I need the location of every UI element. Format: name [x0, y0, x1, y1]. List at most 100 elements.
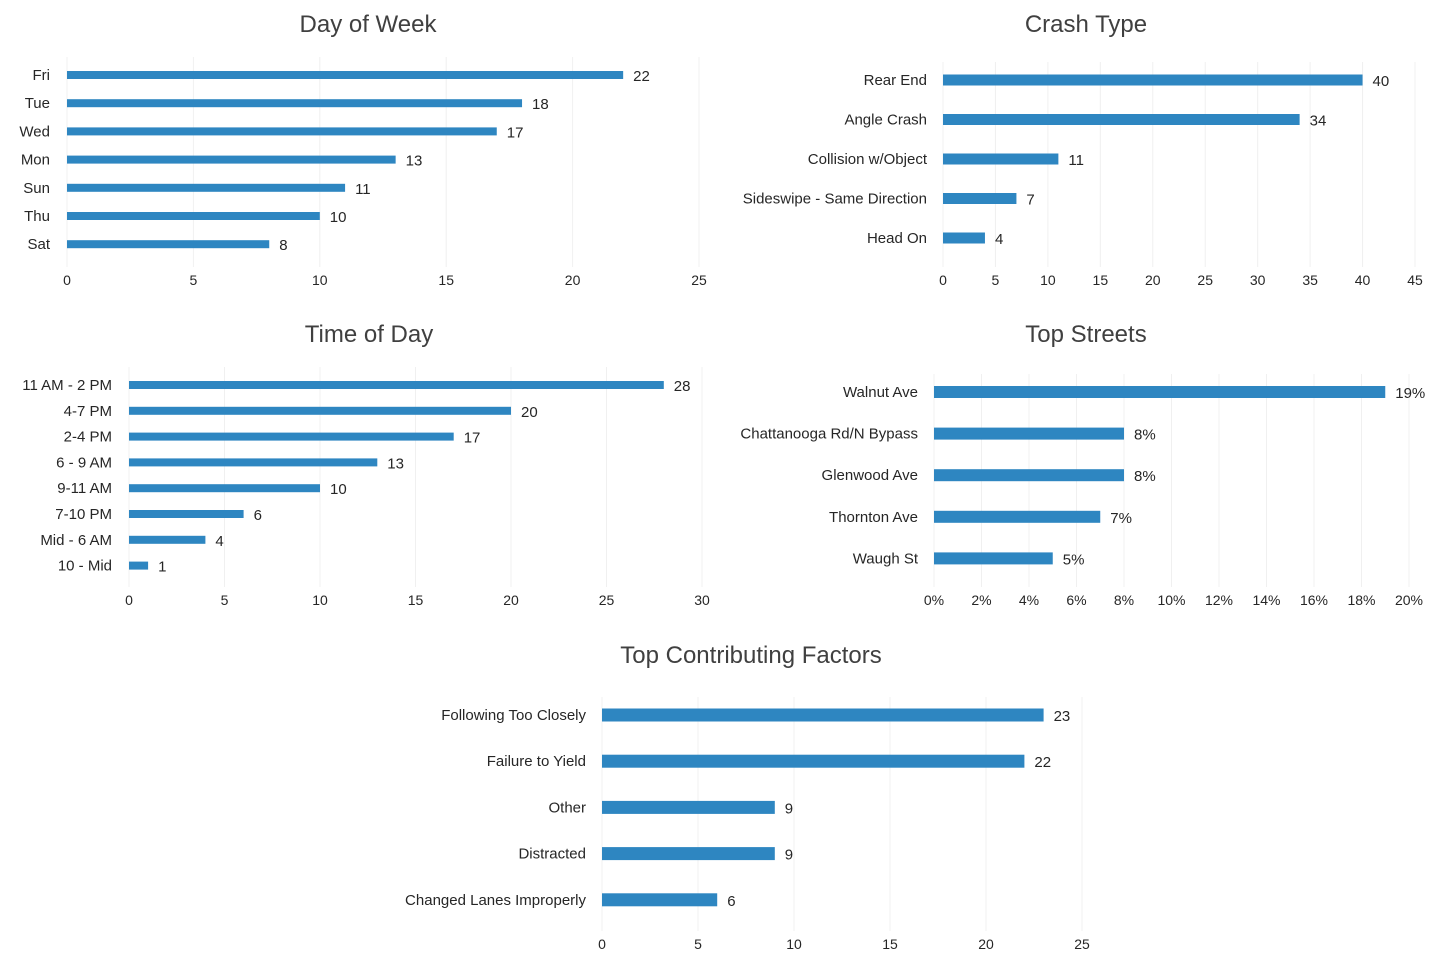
category-label: Other	[548, 799, 586, 816]
data-label: 1	[158, 559, 166, 576]
data-label: 5%	[1063, 551, 1085, 568]
x-tick-label: 12%	[1205, 592, 1233, 608]
x-tick-label: 20	[565, 272, 581, 288]
data-label: 11	[1068, 152, 1084, 169]
data-label: 9	[785, 847, 793, 864]
bar	[67, 155, 396, 164]
chart-title: Crash Type	[1025, 11, 1147, 38]
x-tick-label: 5	[221, 592, 229, 608]
x-tick-label: 0	[63, 272, 71, 288]
data-label: 34	[1310, 113, 1327, 130]
data-label: 13	[406, 153, 423, 170]
chart-top-contributing-factors: 0 5 10 15 20 25 Top Contributing Factors Follow…	[390, 625, 1110, 963]
bar	[67, 183, 346, 192]
category-label: Sideswipe - Same Direction	[743, 191, 927, 208]
x-tick-label: 0%	[924, 592, 944, 608]
data-label: 40	[1373, 73, 1390, 90]
x-tick-label: 20	[1145, 272, 1161, 288]
x-tick-label: 6%	[1066, 592, 1086, 608]
bar	[129, 406, 511, 415]
x-tick-label: 5	[992, 272, 1000, 288]
bar	[129, 458, 378, 467]
category-label: 7-10 PM	[55, 506, 112, 523]
bar	[602, 800, 775, 814]
bar	[67, 71, 624, 79]
top-streets-chart-svg: 0% 2% 4% 6% 8% 10% 12% 14% 16% 18% 20% Top Streets W…	[740, 321, 1425, 608]
x-tick-label: 0	[125, 592, 133, 608]
x-tick-label: 20	[978, 936, 994, 952]
bar	[934, 469, 1124, 482]
x-tick-label: 10	[312, 592, 328, 608]
chart-title: Day of Week	[300, 11, 438, 38]
x-tick-label: 18%	[1347, 592, 1375, 608]
category-label: 6 - 9 AM	[56, 454, 112, 471]
category-label: Angle Crash	[844, 112, 927, 129]
x-tick-label: 45	[1407, 272, 1423, 288]
category-label: Waugh St	[853, 550, 919, 567]
data-label: 10	[330, 209, 347, 226]
category-label: Mon	[21, 152, 50, 169]
category-label: Collision w/Object	[808, 151, 928, 168]
data-label: 20	[521, 404, 538, 421]
bar	[934, 552, 1053, 565]
data-label: 19%	[1395, 385, 1425, 402]
category-label: Chattanooga Rd/N Bypass	[740, 426, 918, 443]
x-tick-label: 35	[1302, 272, 1318, 288]
data-label: 7%	[1110, 510, 1132, 527]
data-label: 9	[785, 800, 793, 817]
data-label: 6	[727, 893, 735, 910]
bar	[129, 484, 320, 493]
bar	[943, 74, 1363, 86]
category-label: 10 - Mid	[58, 558, 112, 575]
category-label: Failure to Yield	[487, 753, 586, 770]
data-label: 8%	[1134, 468, 1156, 485]
x-tick-label: 10	[786, 936, 802, 952]
bar	[602, 754, 1025, 768]
category-label: Thu	[24, 208, 50, 225]
bar	[934, 510, 1101, 523]
x-tick-label: 40	[1355, 272, 1371, 288]
category-label: Changed Lanes Improperly	[405, 892, 586, 909]
category-label: 4-7 PM	[64, 403, 112, 420]
data-label: 7	[1026, 192, 1034, 209]
data-label: 23	[1054, 708, 1071, 725]
day-of-week-chart-svg: 0 5 10 15 20 25 Day of Week Fri 22 Tue 18 Wed 17 Mon 1…	[19, 11, 707, 288]
x-tick-label: 10	[312, 272, 328, 288]
bar	[67, 99, 523, 108]
bar	[602, 708, 1044, 722]
bar	[943, 153, 1059, 165]
chart-title: Top Streets	[1025, 321, 1146, 348]
bar	[129, 432, 454, 441]
category-label: Sat	[27, 236, 50, 253]
crash-type-chart-svg: 0 5 10 15 20 25 30 35 40 45 Crash Type Rear End 40 An…	[743, 11, 1423, 288]
x-tick-label: 0	[598, 936, 606, 952]
x-tick-label: 15	[882, 936, 898, 952]
x-tick-label: 20	[503, 592, 519, 608]
time-of-day-chart-svg: 0 5 10 15 20 25 30 Time of Day 11 AM - 2 PM 28 4-7…	[22, 321, 710, 608]
bar	[67, 240, 270, 249]
x-tick-label: 10%	[1157, 592, 1185, 608]
data-label: 17	[464, 430, 481, 447]
bar	[602, 893, 718, 907]
x-tick-label: 15	[438, 272, 454, 288]
x-tick-label: 2%	[971, 592, 991, 608]
data-label: 22	[633, 68, 650, 85]
x-tick-label: 5	[694, 936, 702, 952]
category-label: Head On	[867, 230, 927, 247]
bar	[943, 232, 985, 244]
data-label: 4	[995, 231, 1003, 248]
chart-day-of-week: 0 5 10 15 20 25 Day of Week Fri 22 Tue 18 Wed 17 Mon 1…	[0, 0, 730, 305]
x-tick-label: 4%	[1019, 592, 1039, 608]
chart-crash-type: 0 5 10 15 20 25 30 35 40 45 Crash Type Rear End 40 An…	[730, 0, 1450, 305]
x-tick-label: 5	[190, 272, 198, 288]
bar	[129, 561, 149, 570]
data-label: 13	[387, 455, 404, 472]
category-label: Following Too Closely	[441, 707, 586, 724]
chart-time-of-day: 0 5 10 15 20 25 30 Time of Day 11 AM - 2 PM 28 4-7…	[0, 310, 730, 620]
data-label: 4	[215, 533, 223, 550]
category-label: Sun	[23, 180, 50, 197]
data-label: 6	[254, 507, 262, 524]
bar	[67, 212, 320, 220]
chart-title: Top Contributing Factors	[620, 642, 881, 669]
x-tick-label: 10	[1040, 272, 1056, 288]
